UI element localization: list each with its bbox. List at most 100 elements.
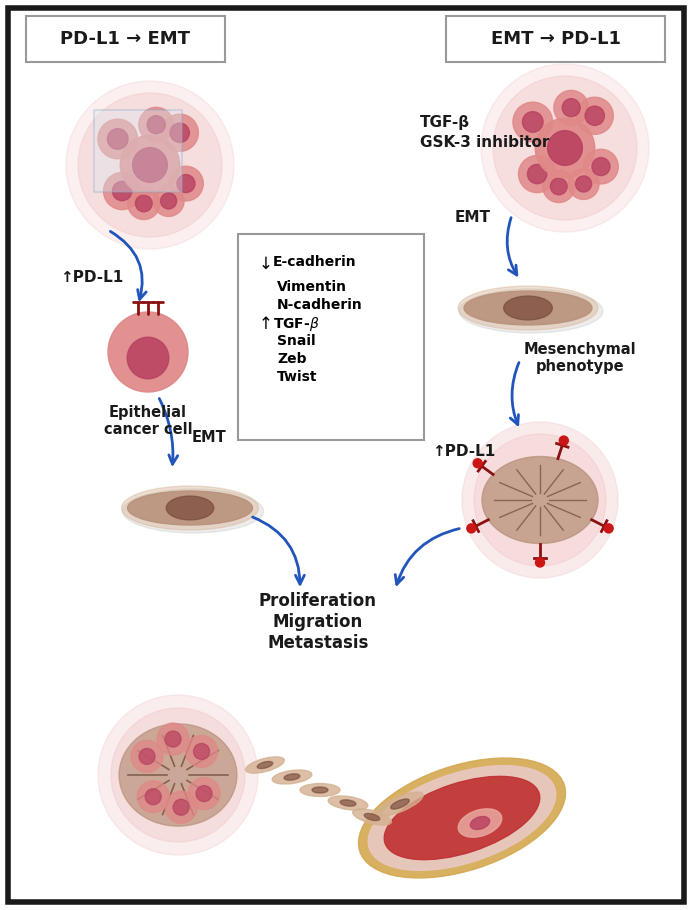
Text: EMT: EMT xyxy=(192,430,227,446)
Ellipse shape xyxy=(377,792,424,816)
Circle shape xyxy=(518,156,556,193)
Circle shape xyxy=(137,781,170,813)
Circle shape xyxy=(559,436,568,445)
Ellipse shape xyxy=(300,784,340,796)
Circle shape xyxy=(136,195,152,212)
FancyArrowPatch shape xyxy=(510,362,519,425)
Ellipse shape xyxy=(358,758,565,878)
Circle shape xyxy=(177,175,195,193)
Ellipse shape xyxy=(340,800,356,806)
Text: Proliferation
Migration
Metastasis: Proliferation Migration Metastasis xyxy=(259,592,377,652)
Text: ↑PD-L1: ↑PD-L1 xyxy=(432,444,495,460)
Circle shape xyxy=(550,178,567,195)
FancyArrowPatch shape xyxy=(507,217,517,275)
Circle shape xyxy=(161,193,176,209)
Circle shape xyxy=(592,157,610,176)
Text: Twist: Twist xyxy=(277,370,318,384)
Circle shape xyxy=(585,106,604,126)
Ellipse shape xyxy=(246,757,284,774)
Circle shape xyxy=(194,743,210,760)
Circle shape xyxy=(522,112,543,132)
Circle shape xyxy=(169,167,203,201)
Circle shape xyxy=(188,778,220,810)
FancyArrowPatch shape xyxy=(111,231,146,299)
Ellipse shape xyxy=(464,291,592,325)
Circle shape xyxy=(157,723,189,755)
Circle shape xyxy=(562,98,580,116)
FancyBboxPatch shape xyxy=(238,234,424,440)
FancyArrowPatch shape xyxy=(253,517,304,584)
Ellipse shape xyxy=(482,457,598,543)
Circle shape xyxy=(576,176,592,192)
Circle shape xyxy=(185,735,217,767)
Circle shape xyxy=(120,136,180,195)
Circle shape xyxy=(139,107,174,142)
Text: $\downarrow$: $\downarrow$ xyxy=(255,255,271,273)
Circle shape xyxy=(107,128,128,149)
Circle shape xyxy=(111,708,245,842)
Circle shape xyxy=(139,748,155,764)
Text: Epithelial
cancer cell: Epithelial cancer cell xyxy=(104,405,192,438)
Circle shape xyxy=(104,172,140,209)
Circle shape xyxy=(108,312,188,392)
Text: Snail: Snail xyxy=(277,334,316,348)
Ellipse shape xyxy=(458,809,502,837)
Ellipse shape xyxy=(368,765,556,870)
Circle shape xyxy=(161,114,199,151)
Text: Zeb: Zeb xyxy=(277,352,307,366)
Circle shape xyxy=(131,741,163,773)
Circle shape xyxy=(78,93,222,237)
Text: Vimentin: Vimentin xyxy=(277,280,347,294)
Circle shape xyxy=(513,102,553,142)
Ellipse shape xyxy=(272,770,312,784)
Circle shape xyxy=(493,76,637,220)
Ellipse shape xyxy=(328,796,368,810)
Text: EMT → PD-L1: EMT → PD-L1 xyxy=(491,30,621,48)
Circle shape xyxy=(536,558,545,567)
Ellipse shape xyxy=(384,776,540,860)
Ellipse shape xyxy=(257,762,273,769)
Ellipse shape xyxy=(122,486,259,530)
Circle shape xyxy=(527,165,547,184)
Circle shape xyxy=(153,186,184,217)
Text: TGF-β: TGF-β xyxy=(420,115,470,130)
Circle shape xyxy=(128,187,160,219)
Circle shape xyxy=(98,119,138,159)
Circle shape xyxy=(98,695,258,855)
Ellipse shape xyxy=(471,816,490,830)
Circle shape xyxy=(66,81,234,249)
Ellipse shape xyxy=(166,496,214,520)
Text: TGF-$\beta$: TGF-$\beta$ xyxy=(273,315,320,333)
Circle shape xyxy=(145,789,161,804)
Ellipse shape xyxy=(127,491,253,525)
Circle shape xyxy=(554,90,589,125)
Text: $\uparrow$: $\uparrow$ xyxy=(255,315,271,333)
Text: PD-L1 → EMT: PD-L1 → EMT xyxy=(60,30,190,48)
Ellipse shape xyxy=(353,809,392,825)
FancyArrowPatch shape xyxy=(395,529,459,584)
Circle shape xyxy=(112,181,131,201)
Circle shape xyxy=(147,116,165,134)
FancyBboxPatch shape xyxy=(94,110,182,192)
Ellipse shape xyxy=(504,296,552,320)
Text: N-cadherin: N-cadherin xyxy=(277,298,363,312)
Text: E-cadherin: E-cadherin xyxy=(273,255,356,269)
Text: Mesenchymal
phenotype: Mesenchymal phenotype xyxy=(524,342,637,374)
Ellipse shape xyxy=(119,723,237,826)
Ellipse shape xyxy=(364,814,380,821)
Circle shape xyxy=(173,799,189,815)
Ellipse shape xyxy=(122,489,264,533)
Circle shape xyxy=(604,524,613,533)
Text: EMT: EMT xyxy=(455,210,491,226)
FancyArrowPatch shape xyxy=(159,399,178,464)
Text: ↑PD-L1: ↑PD-L1 xyxy=(60,270,123,286)
FancyBboxPatch shape xyxy=(26,16,225,62)
Circle shape xyxy=(467,524,476,533)
Circle shape xyxy=(543,170,575,203)
Circle shape xyxy=(535,118,594,177)
Text: GSK-3 inhibitor: GSK-3 inhibitor xyxy=(420,135,549,150)
Circle shape xyxy=(165,791,197,824)
Circle shape xyxy=(547,131,583,166)
Ellipse shape xyxy=(459,289,603,333)
Circle shape xyxy=(462,422,618,578)
